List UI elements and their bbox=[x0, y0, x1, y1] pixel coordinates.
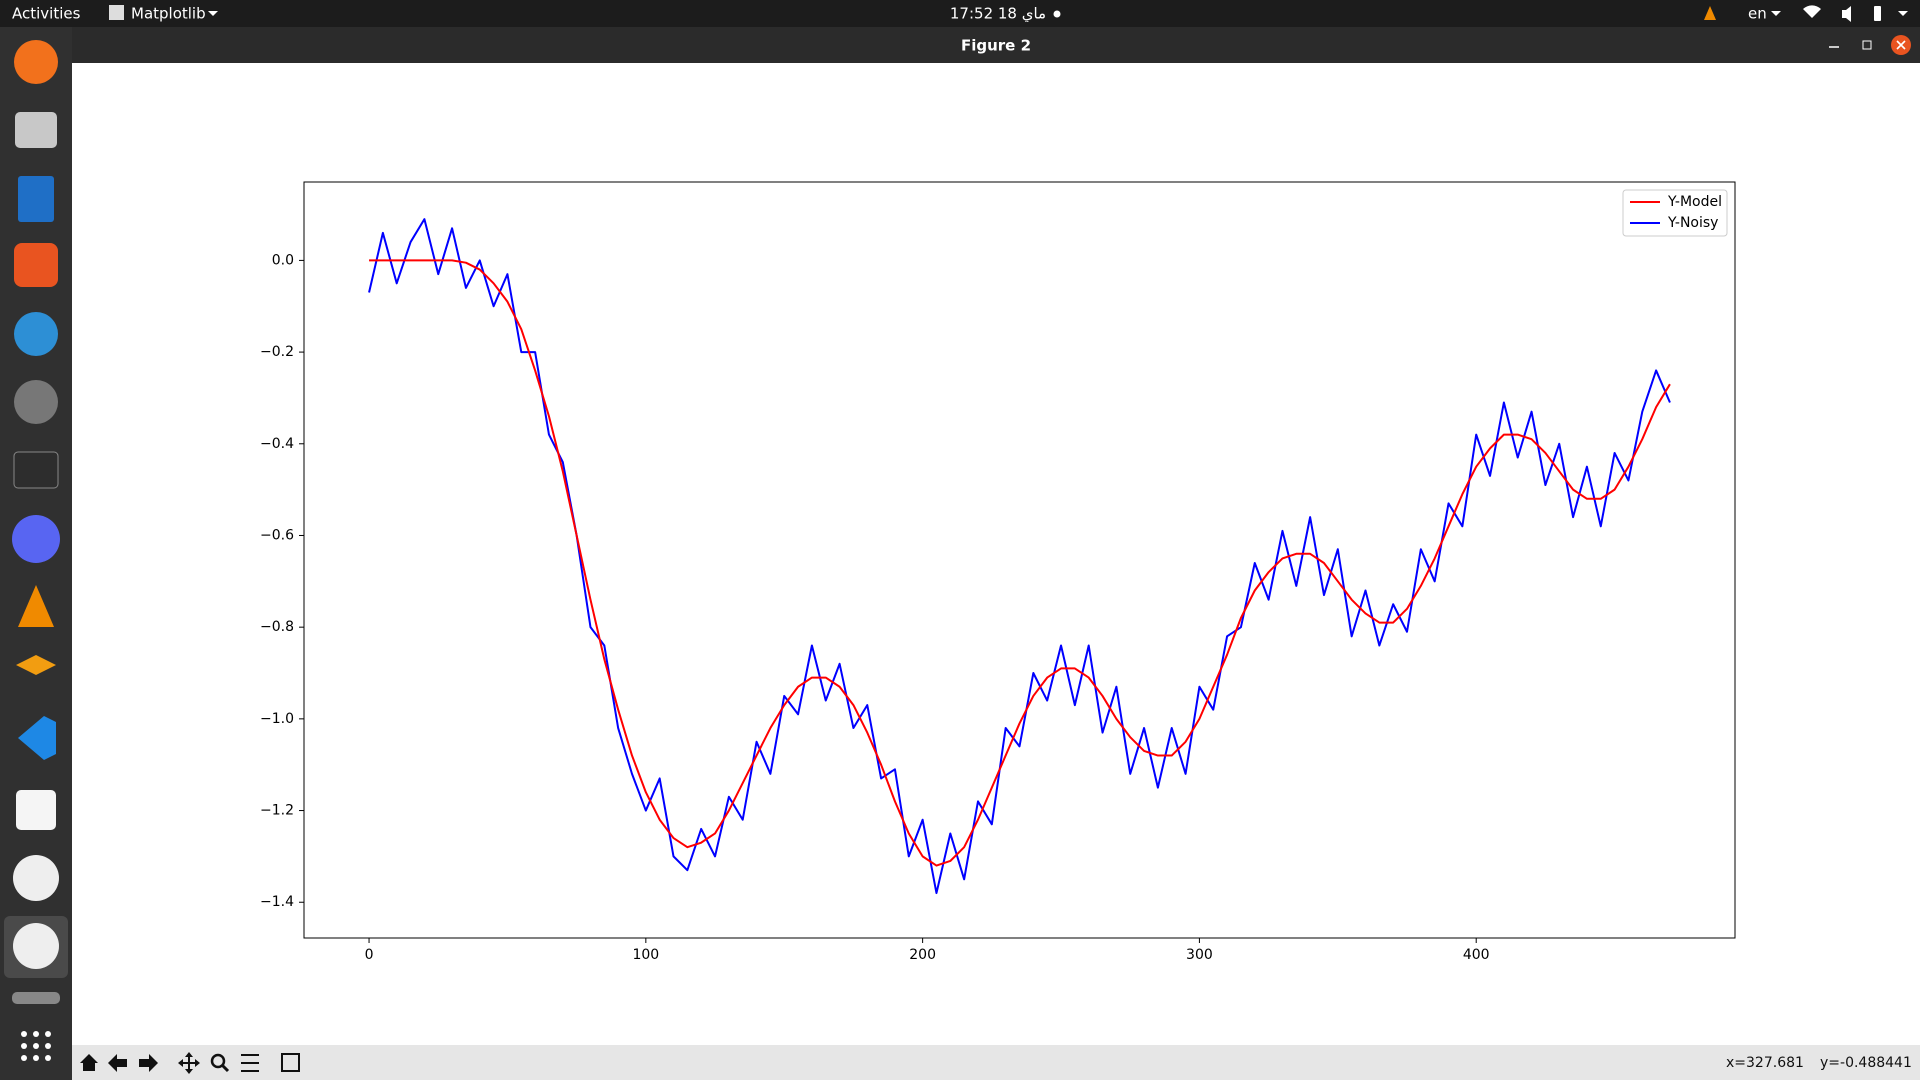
python-icon[interactable] bbox=[13, 855, 59, 901]
editor-icon[interactable] bbox=[16, 790, 56, 830]
dropdown-arrow bbox=[208, 11, 218, 16]
partial-icon[interactable] bbox=[12, 992, 60, 1004]
y-tick-label: −1.4 bbox=[260, 894, 294, 910]
zoom-handle bbox=[220, 1063, 230, 1073]
x-tick-label: 100 bbox=[632, 947, 659, 963]
plot: 0 100 200 300 400 0.0 −0.2 −0.4 −0.6 −0.8 −1.0 −1.2… bbox=[260, 181, 1736, 963]
x-tick-label: 200 bbox=[909, 947, 936, 963]
legend-label: Y-Noisy bbox=[1667, 215, 1718, 231]
files-icon[interactable] bbox=[15, 112, 57, 148]
activities[interactable]: Activities bbox=[12, 5, 81, 23]
y-tick-label: 0.0 bbox=[272, 252, 294, 268]
status-y: y=-0.488441 bbox=[1820, 1055, 1912, 1071]
y-tick-label: −0.6 bbox=[260, 527, 294, 543]
home-button[interactable] bbox=[80, 1054, 98, 1071]
x-tick-label: 0 bbox=[365, 947, 374, 963]
writer-icon[interactable] bbox=[18, 176, 54, 222]
forward-button[interactable] bbox=[139, 1054, 158, 1072]
title-bar bbox=[72, 27, 1920, 63]
app-menu[interactable]: Matplotlib bbox=[131, 5, 206, 23]
help-icon[interactable] bbox=[14, 312, 58, 356]
dropdown-arrow bbox=[1898, 11, 1908, 16]
y-tick-label: −0.8 bbox=[260, 619, 294, 635]
y-tick-label: −1.0 bbox=[260, 711, 294, 727]
maximize-button[interactable] bbox=[1862, 40, 1872, 50]
configure-button[interactable] bbox=[241, 1054, 259, 1072]
top-bar bbox=[0, 0, 1920, 27]
language[interactable]: en bbox=[1748, 5, 1767, 23]
battery-icon[interactable] bbox=[1874, 6, 1881, 21]
x-tick-label: 400 bbox=[1463, 947, 1490, 963]
vlc-icon[interactable] bbox=[18, 585, 54, 627]
status-x: x=327.681 bbox=[1726, 1055, 1804, 1071]
y-tick-label: −0.2 bbox=[260, 344, 294, 360]
wifi-icon[interactable] bbox=[1803, 5, 1821, 19]
software-icon[interactable] bbox=[14, 243, 58, 287]
firefox-icon[interactable] bbox=[14, 40, 58, 84]
show-apps[interactable] bbox=[21, 1031, 51, 1061]
window-title: Figure 2 bbox=[961, 37, 1031, 55]
app-icon bbox=[109, 5, 124, 20]
series-line bbox=[368, 218, 1671, 895]
clock[interactable]: 17:52 18 ماي bbox=[950, 5, 1046, 24]
back-button[interactable] bbox=[108, 1054, 127, 1072]
figure-canvas bbox=[72, 63, 1920, 1045]
legend-label: Y-Model bbox=[1667, 194, 1722, 210]
axes-frame bbox=[303, 181, 1736, 939]
save-button[interactable] bbox=[281, 1053, 300, 1072]
toolbar-buttons bbox=[80, 1052, 300, 1074]
pan-button[interactable] bbox=[178, 1052, 200, 1074]
settings-icon[interactable] bbox=[14, 380, 58, 424]
x-tick-label: 300 bbox=[1186, 947, 1213, 963]
volume-icon[interactable] bbox=[1842, 6, 1851, 22]
y-tick-label: −0.4 bbox=[260, 436, 294, 452]
y-tick-label: −1.2 bbox=[260, 803, 294, 819]
vlc-tray[interactable] bbox=[1704, 6, 1716, 20]
discord-icon[interactable] bbox=[12, 515, 60, 563]
vscode-icon[interactable] bbox=[18, 716, 56, 760]
dock-icons bbox=[4, 40, 68, 1061]
terminal-icon[interactable] bbox=[13, 451, 59, 489]
dropdown-arrow bbox=[1771, 11, 1781, 16]
notification-dot bbox=[1053, 10, 1061, 18]
close-cross bbox=[1896, 40, 1906, 50]
toolbar bbox=[72, 1045, 1920, 1080]
figure-app-icon[interactable] bbox=[13, 923, 59, 969]
sublime-icon[interactable] bbox=[16, 655, 56, 675]
zoom-button[interactable] bbox=[210, 1053, 226, 1069]
series-line bbox=[369, 259, 1671, 867]
